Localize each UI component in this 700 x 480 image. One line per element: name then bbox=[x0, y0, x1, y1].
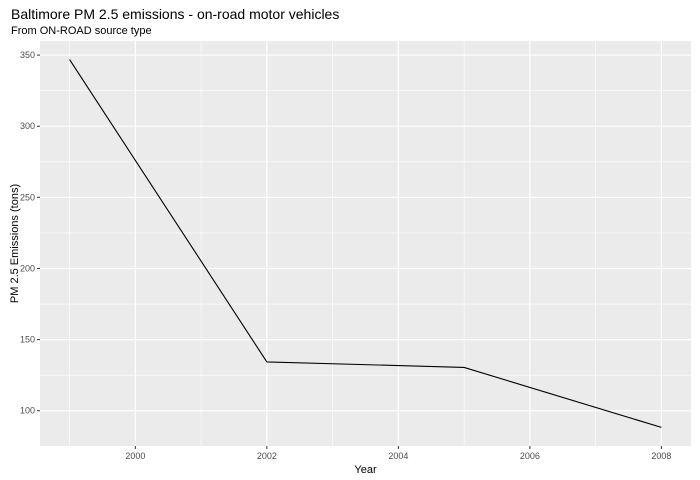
x-tick-label: 2008 bbox=[651, 451, 671, 461]
y-tick-label: 200 bbox=[20, 263, 35, 273]
y-axis-title: PM 2.5 Emissions (tons) bbox=[9, 184, 21, 303]
major-gridlines bbox=[40, 41, 691, 446]
y-tick-label: 150 bbox=[20, 335, 35, 345]
axis-ticks: 2000 2002 2004 2006 2008 100 150 200 250 300 350 bbox=[20, 50, 671, 461]
x-tick-label: 2004 bbox=[388, 451, 408, 461]
plot-panel bbox=[40, 41, 691, 446]
y-tick-label: 300 bbox=[20, 121, 35, 131]
chart-subtitle: From ON-ROAD source type bbox=[11, 25, 152, 37]
minor-gridlines bbox=[40, 41, 691, 446]
series-layer bbox=[69, 59, 662, 428]
x-tick-label: 2006 bbox=[520, 451, 540, 461]
y-tick-label: 350 bbox=[20, 50, 35, 60]
x-axis-title: Year bbox=[354, 464, 377, 476]
series-line bbox=[69, 59, 662, 428]
y-tick-label: 250 bbox=[20, 192, 35, 202]
y-tick-label: 100 bbox=[20, 406, 35, 416]
x-tick-label: 2000 bbox=[125, 451, 145, 461]
chart-title: Baltimore PM 2.5 emissions - on-road mot… bbox=[11, 6, 340, 22]
x-tick-label: 2002 bbox=[257, 451, 277, 461]
